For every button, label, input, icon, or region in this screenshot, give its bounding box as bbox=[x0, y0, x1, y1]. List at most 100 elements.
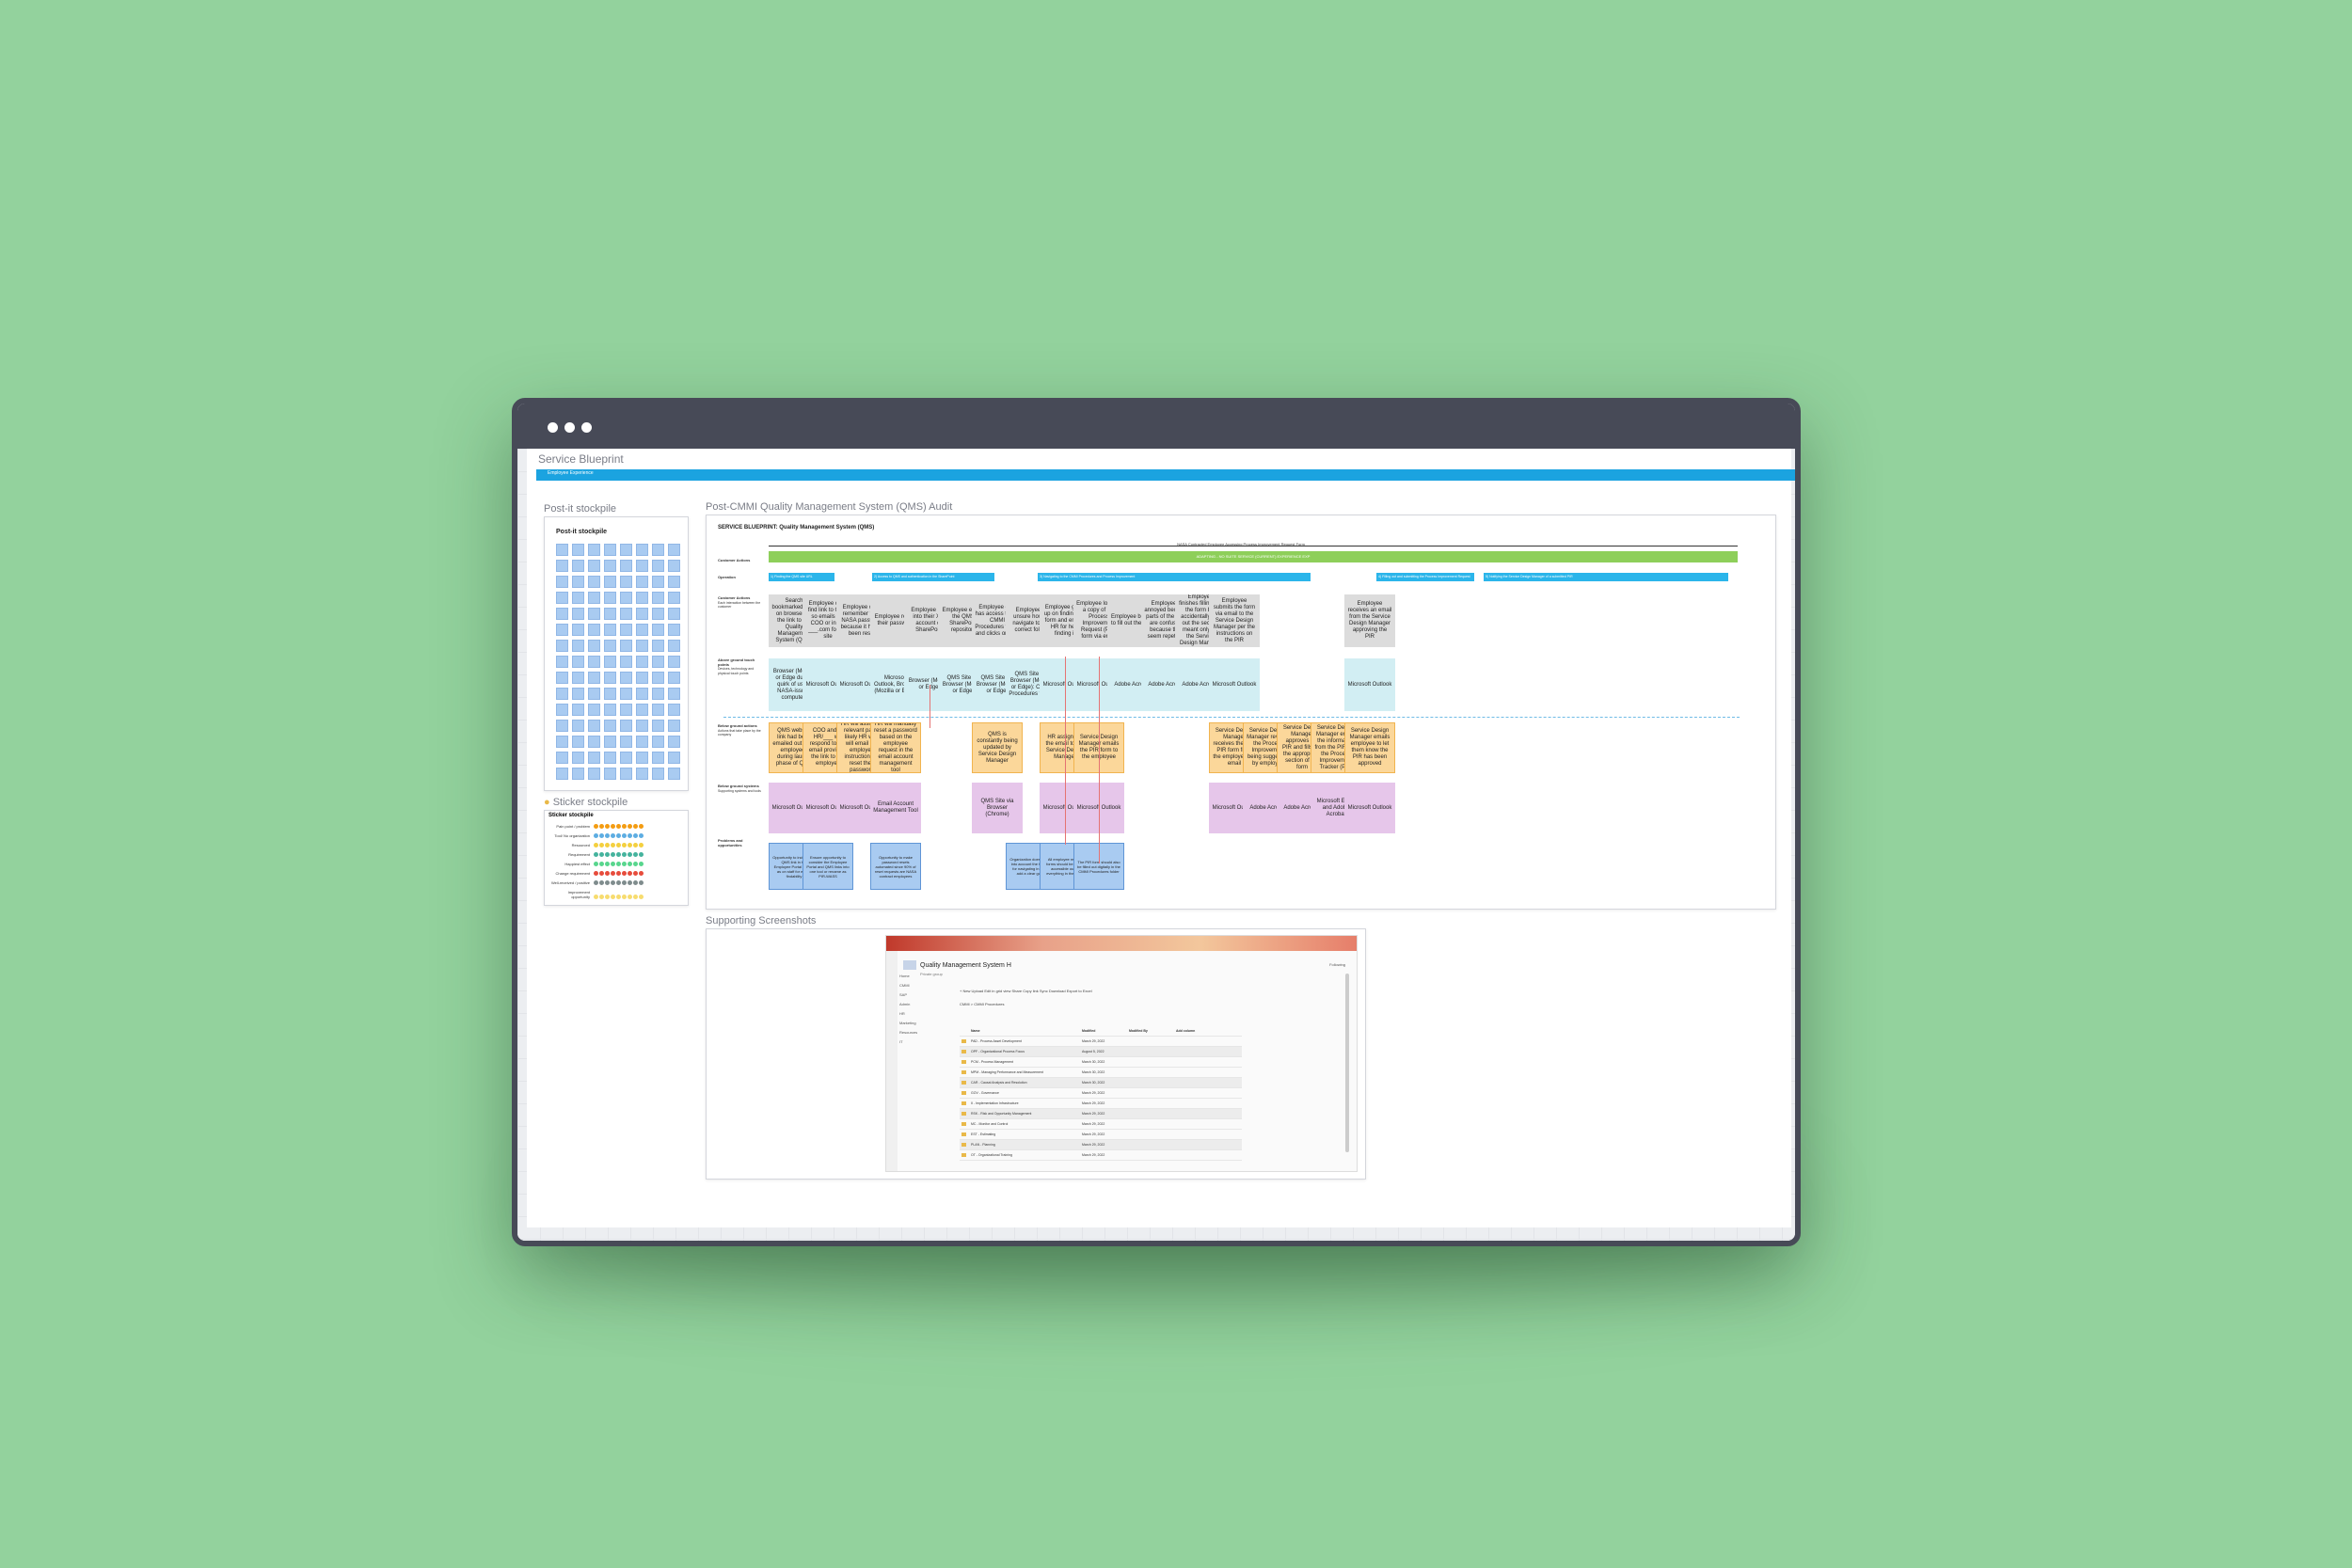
window-dot-icon[interactable] bbox=[581, 422, 592, 433]
postit-note[interactable] bbox=[572, 560, 584, 572]
column-header[interactable]: Modified By bbox=[1129, 1029, 1148, 1033]
nav-item[interactable]: Resources bbox=[899, 1030, 918, 1035]
sticker-icon[interactable] bbox=[611, 833, 615, 839]
stage-bar[interactable]: 3) Navigating to the CMMI Procedures and… bbox=[1038, 573, 1311, 581]
backstage-action-card[interactable]: QMS is constantly being updated by Servi… bbox=[972, 722, 1023, 773]
postit-note[interactable] bbox=[636, 592, 648, 604]
sticker-icon[interactable] bbox=[633, 843, 638, 848]
sticker-icon[interactable] bbox=[622, 843, 627, 848]
sticker-icon[interactable] bbox=[633, 862, 638, 867]
sticker-icon[interactable] bbox=[599, 833, 604, 839]
sticker-icon[interactable] bbox=[639, 833, 644, 839]
sticker-icon[interactable] bbox=[622, 852, 627, 858]
postit-note[interactable] bbox=[636, 704, 648, 716]
postit-note[interactable] bbox=[604, 544, 616, 556]
postit-note[interactable] bbox=[652, 544, 664, 556]
postit-note[interactable] bbox=[620, 752, 632, 764]
sticker-icon[interactable] bbox=[616, 843, 621, 848]
column-header[interactable]: Modified bbox=[1082, 1029, 1096, 1033]
postit-note[interactable] bbox=[620, 720, 632, 732]
postit-note[interactable] bbox=[668, 640, 680, 652]
postit-note[interactable] bbox=[604, 736, 616, 748]
nav-item[interactable]: IT bbox=[899, 1039, 903, 1044]
postit-note[interactable] bbox=[668, 560, 680, 572]
postit-note[interactable] bbox=[636, 576, 648, 588]
sticker-icon[interactable] bbox=[628, 880, 632, 886]
postit-note[interactable] bbox=[556, 704, 568, 716]
postit-note[interactable] bbox=[668, 704, 680, 716]
sticker-icon[interactable] bbox=[639, 852, 644, 858]
sticker-icon[interactable] bbox=[594, 833, 598, 839]
postit-note[interactable] bbox=[668, 720, 680, 732]
sticker-icon[interactable] bbox=[622, 824, 627, 830]
postit-note[interactable] bbox=[604, 608, 616, 620]
sticker-icon[interactable] bbox=[605, 880, 610, 886]
sticker-icon[interactable] bbox=[628, 824, 632, 830]
postit-note[interactable] bbox=[588, 736, 600, 748]
sticker-icon[interactable] bbox=[599, 880, 604, 886]
postit-note[interactable] bbox=[572, 624, 584, 636]
sticker-icon[interactable] bbox=[616, 871, 621, 877]
board-canvas[interactable]: Service Blueprint Employee Experience Po… bbox=[517, 449, 1795, 1241]
nav-item[interactable]: Home bbox=[899, 974, 910, 978]
postit-note[interactable] bbox=[604, 640, 616, 652]
postit-note[interactable] bbox=[604, 592, 616, 604]
backstage-action-card[interactable]: HR will manually reset a password based … bbox=[870, 722, 921, 773]
postit-note[interactable] bbox=[620, 736, 632, 748]
sticker-icon[interactable] bbox=[633, 880, 638, 886]
sticker-icon[interactable] bbox=[633, 833, 638, 839]
postit-note[interactable] bbox=[556, 688, 568, 700]
nav-item[interactable]: Admin bbox=[899, 1002, 911, 1006]
postit-note[interactable] bbox=[588, 720, 600, 732]
sticker-icon[interactable] bbox=[639, 880, 644, 886]
nav-item[interactable]: HR bbox=[899, 1011, 905, 1016]
postit-note[interactable] bbox=[652, 576, 664, 588]
sticker-icon[interactable] bbox=[599, 824, 604, 830]
postit-note[interactable] bbox=[572, 544, 584, 556]
touchpoint-card[interactable]: Microsoft Outlook bbox=[1209, 658, 1260, 711]
postit-note[interactable] bbox=[556, 720, 568, 732]
postit-note[interactable] bbox=[652, 768, 664, 780]
sticker-icon[interactable] bbox=[639, 871, 644, 877]
backstage-action-card[interactable]: Service Design Manager enters the inform… bbox=[1311, 722, 1361, 773]
touchpoint-card[interactable]: Microsoft Outlook bbox=[1344, 658, 1395, 711]
table-row[interactable]: GOV - Governance March 29, 2022 bbox=[960, 1088, 1242, 1099]
postit-note[interactable] bbox=[636, 608, 648, 620]
postit-note[interactable] bbox=[668, 752, 680, 764]
sticker-icon[interactable] bbox=[605, 895, 610, 900]
customer-action-card[interactable]: Employee submits the form via email to t… bbox=[1209, 594, 1260, 647]
window-dot-icon[interactable] bbox=[564, 422, 575, 433]
sticker-icon[interactable] bbox=[605, 824, 610, 830]
sticker-icon[interactable] bbox=[616, 833, 621, 839]
postit-note[interactable] bbox=[636, 720, 648, 732]
postit-note[interactable] bbox=[556, 768, 568, 780]
backstage-action-card[interactable]: Service Design Manager emails employee t… bbox=[1344, 722, 1395, 773]
postit-note[interactable] bbox=[556, 640, 568, 652]
sticker-icon[interactable] bbox=[628, 895, 632, 900]
sticker-icon[interactable] bbox=[594, 824, 598, 830]
postit-note[interactable] bbox=[636, 736, 648, 748]
table-row[interactable]: OPF - Organizational Process Focus August… bbox=[960, 1047, 1242, 1057]
customer-action-card[interactable]: Employee receives an email from the Serv… bbox=[1344, 594, 1395, 647]
postit-note[interactable] bbox=[620, 640, 632, 652]
sticker-icon[interactable] bbox=[594, 871, 598, 877]
sticker-icon[interactable] bbox=[599, 852, 604, 858]
postit-note[interactable] bbox=[588, 672, 600, 684]
nav-item[interactable]: SAP bbox=[899, 992, 908, 997]
postit-note[interactable] bbox=[636, 672, 648, 684]
postit-note[interactable] bbox=[620, 560, 632, 572]
postit-note[interactable] bbox=[588, 576, 600, 588]
window-dot-icon[interactable] bbox=[548, 422, 558, 433]
screenshots-panel[interactable]: Quality Management System H Private grou… bbox=[706, 928, 1366, 1180]
support-system-card[interactable]: Email Account Management Tool bbox=[870, 783, 921, 833]
sticker-icon[interactable] bbox=[628, 871, 632, 877]
nav-item[interactable]: CMMI bbox=[899, 983, 910, 988]
sticker-icon[interactable] bbox=[633, 871, 638, 877]
postit-note[interactable] bbox=[620, 704, 632, 716]
sticker-icon[interactable] bbox=[628, 852, 632, 858]
sticker-icon[interactable] bbox=[628, 833, 632, 839]
sticker-icon[interactable] bbox=[622, 862, 627, 867]
table-row[interactable]: PAD - Process Asset Development March 29,… bbox=[960, 1037, 1242, 1047]
postit-note[interactable] bbox=[620, 544, 632, 556]
postit-note[interactable] bbox=[620, 656, 632, 668]
